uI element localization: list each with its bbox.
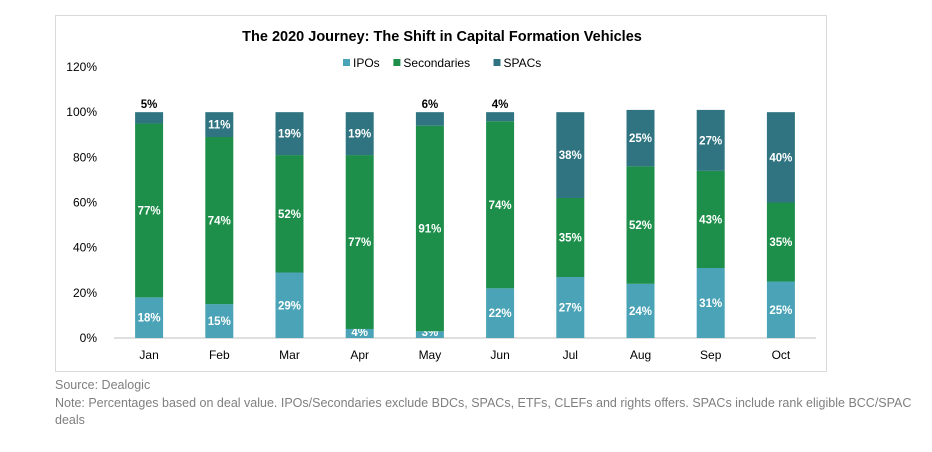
y-tick-label: 40% (73, 241, 97, 255)
data-label: 25% (769, 305, 792, 317)
bar-segment-secondaries (415, 125, 444, 332)
bar-segment-secondaries (275, 155, 304, 273)
x-tick-label: Jan (139, 348, 158, 362)
y-tick-label: 80% (73, 150, 97, 164)
data-label: 52% (629, 220, 652, 232)
stacked-bar-chart: The 2020 Journey: The Shift in Capital F… (66, 29, 816, 362)
source-note: Source: Dealogic (55, 378, 151, 392)
bar-segment-ipos (766, 281, 795, 338)
methodology-note: Note: Percentages based on deal value. I… (55, 396, 912, 427)
chart-frame: The 2020 Journey: The Shift in Capital F… (55, 15, 827, 372)
x-tick-label: Mar (279, 348, 300, 362)
y-tick-label: 20% (73, 286, 97, 300)
data-label: 31% (699, 298, 722, 310)
data-label: 18% (138, 313, 161, 325)
data-label: 15% (208, 316, 231, 328)
data-label: 6% (422, 99, 439, 111)
bar-segment-ipos (345, 328, 374, 338)
bar-segment-secondaries (696, 170, 725, 268)
legend-swatch (393, 59, 401, 66)
y-tick-label: 0% (80, 331, 98, 345)
bar-segment-secondaries (486, 121, 515, 289)
bar-segment-secondaries (345, 155, 374, 329)
y-tick-label: 60% (73, 196, 97, 210)
legend-entry: Secondaries (403, 56, 470, 70)
bar-segment-secondaries (205, 137, 234, 305)
data-label: 77% (348, 237, 371, 249)
x-tick-label: Jun (490, 348, 509, 362)
bar-segment-spacs (766, 112, 795, 203)
data-label: 77% (138, 205, 161, 217)
legend-entry: SPACs (504, 56, 542, 70)
legend-swatch (493, 59, 501, 66)
x-axis: Jan Feb Mar Apr May Jun Jul Aug Sep Oct (139, 348, 790, 362)
x-tick-label: Aug (630, 348, 651, 362)
y-tick-label: 100% (66, 105, 97, 119)
data-label: 24% (629, 306, 652, 318)
data-label: 29% (278, 300, 301, 312)
data-label: 11% (208, 120, 230, 132)
bar-segment-ipos (696, 267, 725, 338)
chart-title: The 2020 Journey: The Shift in Capital F… (242, 29, 642, 45)
bar-segment-spacs (205, 112, 234, 138)
bar-segment-ipos (275, 272, 304, 338)
data-label: 4% (351, 327, 368, 339)
bar-segment-secondaries (556, 197, 585, 278)
data-label: 25% (629, 133, 652, 145)
data-label: 35% (769, 237, 792, 249)
bar-segment-ipos (556, 277, 585, 338)
bar-segment-spacs (486, 112, 515, 122)
bar-segment-ipos (135, 297, 164, 338)
x-tick-label: Feb (209, 348, 230, 362)
x-tick-label: May (419, 348, 442, 362)
data-label: 38% (559, 150, 582, 162)
y-tick-label: 120% (66, 60, 97, 74)
bar-segment-ipos (415, 331, 444, 338)
data-label: 74% (489, 200, 512, 212)
data-label: 4% (492, 99, 509, 111)
bar-segment-ipos (205, 304, 234, 338)
data-label: 5% (141, 99, 158, 111)
data-label: 40% (769, 152, 792, 164)
x-tick-label: Jul (563, 348, 578, 362)
data-label: 74% (208, 216, 231, 228)
x-tick-label: Oct (772, 348, 791, 362)
bar-segment-secondaries (766, 202, 795, 282)
bar-segment-spacs (696, 109, 725, 171)
bar-segment-spacs (135, 112, 164, 124)
data-label: 91% (418, 223, 441, 235)
data-label: 43% (699, 214, 722, 226)
bars: 18%77%5%15%74%11%29%52%19%4%77%19%3%91%6… (135, 99, 795, 339)
bar-segment-spacs (275, 112, 304, 156)
data-label: 52% (278, 209, 301, 221)
bar-segment-spacs (415, 112, 444, 126)
bar-segment-spacs (626, 109, 655, 167)
bar-segment-secondaries (626, 166, 655, 284)
data-label: 35% (559, 233, 582, 245)
legend-swatch (343, 59, 350, 66)
data-label: 19% (278, 129, 301, 141)
x-tick-label: Sep (700, 348, 722, 362)
bar-segment-spacs (345, 112, 374, 156)
data-label: 22% (489, 308, 512, 320)
legend-entry: IPOs (353, 56, 380, 70)
data-label: 27% (699, 135, 722, 147)
data-label: 27% (559, 303, 582, 315)
x-tick-label: Apr (350, 348, 369, 362)
bar-segment-ipos (626, 283, 655, 338)
bar-segment-ipos (486, 288, 515, 338)
bar-segment-spacs (556, 112, 585, 198)
bar-segment-secondaries (135, 123, 164, 298)
legend: IPOs Secondaries SPACs (343, 56, 541, 70)
data-label: 19% (348, 129, 371, 141)
